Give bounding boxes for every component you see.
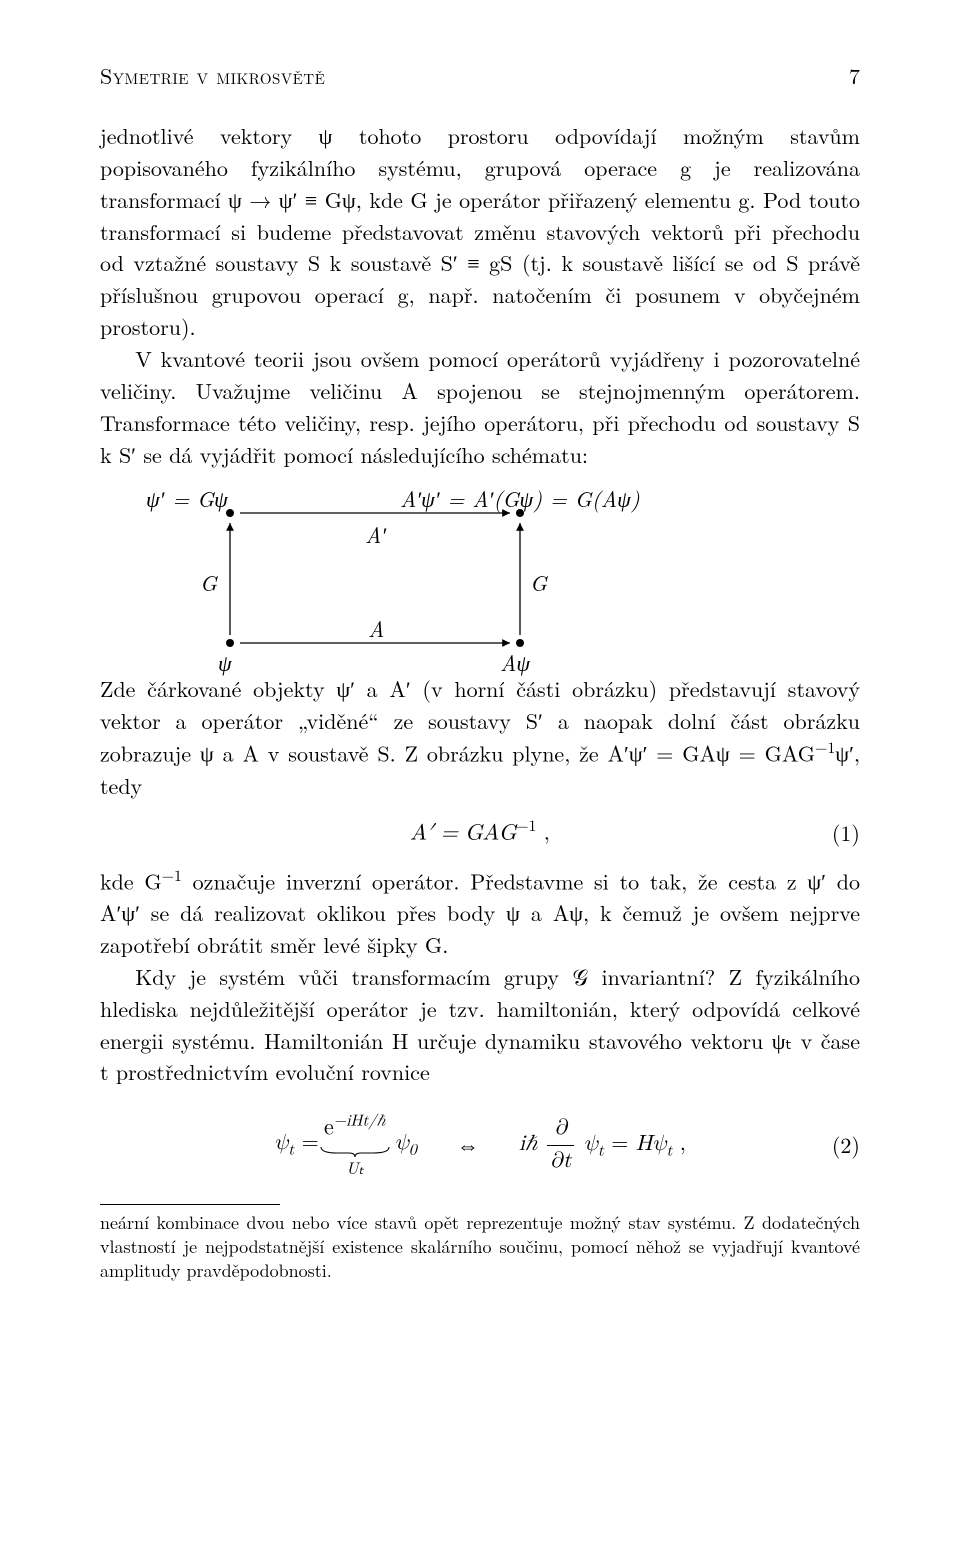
eq2-e: e: [324, 1117, 334, 1139]
eq2-ih: iℏ: [519, 1133, 538, 1155]
eq2-underbrace: e−iHt/ℏ Uₜ: [319, 1110, 391, 1180]
footnote-rule: [100, 1204, 280, 1205]
inverse-exp-2: −1: [162, 863, 182, 886]
eq2-psi0: ψ0: [395, 1128, 417, 1162]
eq2-underbrace-label: Uₜ: [319, 1155, 391, 1180]
diagram-label-bottom-left: ψ: [218, 647, 232, 679]
eq2-psi0-sym: ψ: [395, 1132, 409, 1154]
paragraph-4: kde G−1 označuje inverzní operátor. Před…: [100, 864, 860, 961]
diagram-label-A-bottom: A: [368, 613, 384, 645]
eq2-lhs-psi: ψ: [274, 1132, 288, 1154]
diagram-label-G-right: G: [530, 567, 547, 599]
eq2-equals-1: =: [302, 1132, 319, 1154]
paragraph-3: Zde čárkované objekty ψ′ a A′ (v horní č…: [100, 673, 860, 802]
diagram-label-bottom-right: Aψ: [500, 647, 530, 679]
running-title: Symetrie v mikrosvětě: [100, 60, 325, 92]
equation-1: A′ = GAG−1 , (1): [100, 816, 860, 850]
diagram-label-top-right: A′ψ′ = A′(Gψ) = G(Aψ): [400, 483, 640, 515]
para4-b: označuje inverzní operátor. Představme s…: [100, 865, 860, 960]
paragraph-1: jednotlivé vektory ψ tohoto prostoru odp…: [100, 120, 860, 343]
equation-1-body: A′ = GAG−1 ,: [410, 816, 550, 850]
eq2-rhs: iℏ ∂ ∂t ψt = Hψt ,: [519, 1113, 686, 1178]
equation-2-number: (2): [832, 1129, 860, 1161]
eq2-fraction: ∂ ∂t: [547, 1113, 574, 1178]
equation-2: ψt = e−iHt/ℏ Uₜ ψ0 ⇔ iℏ ∂ ∂t ψt: [100, 1110, 860, 1180]
running-header: Symetrie v mikrosvětě 7: [100, 60, 860, 92]
commutative-diagram: ψ′ = Gψ A′ψ′ = A′(Gψ) = G(Aψ) ψ Aψ G G A…: [190, 483, 860, 663]
eq2-frac-den: ∂t: [547, 1145, 574, 1178]
eq2-psi0-sub: 0: [409, 1142, 417, 1158]
eq2-lhs-sub: t: [288, 1142, 294, 1158]
equation-1-number: (1): [832, 817, 860, 849]
paragraph-2: V kvantové teorii jsou ovšem pomocí oper…: [100, 343, 860, 471]
diagram-label-top-left: ψ′ = Gψ: [146, 483, 228, 515]
page-number: 7: [849, 60, 860, 92]
diagram-label-Aprime: A′: [365, 519, 386, 551]
eq2-iff: ⇔: [457, 1129, 479, 1161]
para4-a: kde G: [100, 865, 162, 896]
inverse-exp-1: −1: [815, 735, 835, 758]
eq2-lhs: ψt =: [274, 1128, 319, 1162]
footnote-text: neární kombinace dvou nebo více stavů op…: [100, 1211, 860, 1284]
para3-text-a: Zde čárkované objekty ψ′ a A′ (v horní č…: [100, 673, 860, 769]
eq2-Hpsi: Hψ: [636, 1133, 667, 1155]
eq2-rhs-sub: t: [598, 1143, 604, 1159]
eq2-frac-num: ∂: [547, 1113, 574, 1145]
paragraph-5: Kdy je systém vůči transformacím grupy 𝒢…: [100, 961, 860, 1089]
eq2-exp: −iHt/ℏ: [334, 1114, 386, 1130]
eq2-equals-2: =: [611, 1133, 635, 1155]
eq2-rhs-psi: ψ: [584, 1133, 598, 1155]
diagram-label-G-left: G: [200, 567, 217, 599]
eq2-tail: ,: [680, 1133, 686, 1155]
eq2-Hpsi-sub: t: [666, 1143, 672, 1159]
